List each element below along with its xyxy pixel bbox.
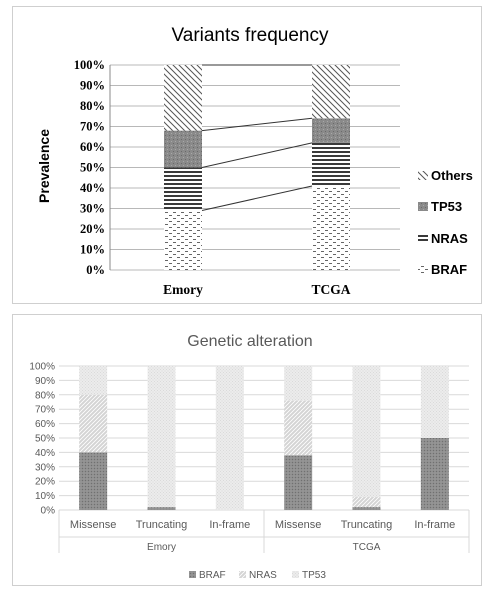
bar-truncating-tcga-tp53 <box>352 366 381 498</box>
y-tick-label: 80% <box>35 390 55 401</box>
legend-label-nras: NRAS <box>249 570 277 581</box>
legend-item-nras: NRAS <box>239 570 277 581</box>
y-tick-label: 70% <box>80 120 105 134</box>
legend-item-nras: NRAS <box>418 231 468 246</box>
x-tick-label-in-frame: In-frame <box>414 519 455 531</box>
genetic-alteration-chart: Genetic alteration 0% 10% 20% 30% 40% 50% 60% 7… <box>29 333 470 581</box>
legend-swatch-nras <box>418 234 428 243</box>
y-tick-label: 100% <box>29 362 55 373</box>
legend-swatch-braf <box>189 571 196 578</box>
y-tick-label: 10% <box>35 491 55 502</box>
y-tick-label: 40% <box>35 448 55 459</box>
legend: BRAF NRAS TP53 <box>189 570 326 581</box>
bar-in-frame-tcga-braf <box>420 438 449 510</box>
x-tick-label-emory: Emory <box>163 282 203 297</box>
legend-swatch-tp53 <box>292 571 299 578</box>
bar-missense-tcga-braf <box>284 455 313 510</box>
bar-truncating-tcga-braf <box>352 507 381 510</box>
y-tick-label: 20% <box>80 222 105 236</box>
legend-label-tp53: TP53 <box>302 570 326 581</box>
legend-label-tp53: TP53 <box>431 199 462 214</box>
x-tick-label-tcga: TCGA <box>311 282 350 297</box>
y-tick-label: 90% <box>80 79 105 93</box>
bar-missense-emory-nras <box>79 394 108 453</box>
y-tick-labels: 0% 10% 20% 30% 40% 50% 60% 70% 80% 90% 100% <box>74 58 105 277</box>
x-tick-label-truncating: Truncating <box>341 519 393 531</box>
y-tick-label: 20% <box>35 477 55 488</box>
y-tick-label: 40% <box>80 181 105 195</box>
bar-missense-emory-tp53 <box>79 366 108 395</box>
legend-swatch-others <box>418 171 428 180</box>
bar-truncating-emory-tp53 <box>147 366 176 508</box>
gridlines <box>58 365 470 553</box>
group-label-tcga: TCGA <box>353 542 381 553</box>
bar-tcga-nras <box>312 142 350 186</box>
y-tick-label: 50% <box>35 434 55 445</box>
x-tick-label-missense: Missense <box>275 519 321 531</box>
bar-tcga-braf <box>312 185 350 270</box>
legend-item-tp53: TP53 <box>292 570 326 581</box>
legend-label-braf: BRAF <box>431 262 467 277</box>
legend: Others TP53 NRAS BRAF <box>418 168 473 277</box>
y-tick-label: 0% <box>41 506 56 517</box>
y-tick-label: 10% <box>80 243 105 257</box>
y-tick-label: 30% <box>35 462 55 473</box>
bar-emory-others <box>164 65 202 131</box>
bar-emory-tp53 <box>164 130 202 168</box>
y-tick-label: 100% <box>74 58 105 72</box>
legend-swatch-braf <box>418 265 428 274</box>
y-tick-label: 60% <box>80 140 105 154</box>
y-axis-label: Prevalence <box>36 129 52 203</box>
y-tick-label: 30% <box>80 202 105 216</box>
x-tick-label-truncating: Truncating <box>136 519 188 531</box>
x-tick-label-missense: Missense <box>70 519 116 531</box>
bar-tcga-tp53 <box>312 118 350 143</box>
bar-missense-tcga-nras <box>284 400 313 456</box>
bars <box>164 65 350 270</box>
bar-emory-nras <box>164 167 202 211</box>
x-tick-labels: Missense Truncating In-frame Missense Trunca… <box>70 519 455 531</box>
legend-item-braf: BRAF <box>418 262 467 277</box>
legend-label-braf: BRAF <box>199 570 226 581</box>
y-tick-label: 0% <box>86 263 105 277</box>
connector-lines <box>201 64 313 212</box>
y-tick-label: 60% <box>35 419 55 430</box>
y-tick-label: 90% <box>35 376 55 387</box>
chart-title: Genetic alteration <box>187 333 312 350</box>
connector-braf <box>201 185 313 212</box>
legend-swatch-nras <box>239 571 246 578</box>
bar-emory-braf <box>164 210 202 270</box>
y-tick-label: 80% <box>80 99 105 113</box>
y-tick-label: 70% <box>35 405 55 416</box>
connector-tp53 <box>201 117 313 132</box>
variants-frequency-chart: Variants frequency Prevalence 0% 10% 20% 30… <box>36 25 473 297</box>
bar-missense-tcga-tp53 <box>284 366 313 401</box>
bar-in-frame-tcga-tp53 <box>420 366 449 438</box>
connector-nras <box>201 142 313 168</box>
group-label-emory: Emory <box>147 542 176 553</box>
x-tick-labels: Emory TCGA <box>163 282 351 297</box>
y-tick-labels: 0% 10% 20% 30% 40% 50% 60% 70% 80% 90% 100% <box>29 362 55 517</box>
y-tick-label: 50% <box>80 161 105 175</box>
gridlines <box>109 64 400 271</box>
bar-missense-emory-braf <box>79 452 108 510</box>
legend-label-nras: NRAS <box>431 231 468 246</box>
legend-label-others: Others <box>431 168 473 183</box>
variants-frequency-panel: Variants frequency Prevalence 0% 10% 20% 30… <box>12 6 482 304</box>
legend-item-braf: BRAF <box>189 570 226 581</box>
genetic-alteration-panel: Genetic alteration 0% 10% 20% 30% 40% 50% 60% 7… <box>12 314 482 586</box>
bar-truncating-tcga-nras <box>352 497 381 508</box>
bar-in-frame-emory-tp53 <box>215 366 244 510</box>
group-labels: Emory TCGA <box>147 542 381 553</box>
bar-truncating-emory-braf <box>147 507 176 510</box>
chart-title: Variants frequency <box>171 25 329 46</box>
bar-tcga-others <box>312 65 350 119</box>
bars <box>79 366 449 510</box>
legend-swatch-tp53 <box>418 202 428 211</box>
x-tick-label-in-frame: In-frame <box>209 519 250 531</box>
legend-item-others: Others <box>418 168 473 183</box>
legend-item-tp53: TP53 <box>418 199 462 214</box>
